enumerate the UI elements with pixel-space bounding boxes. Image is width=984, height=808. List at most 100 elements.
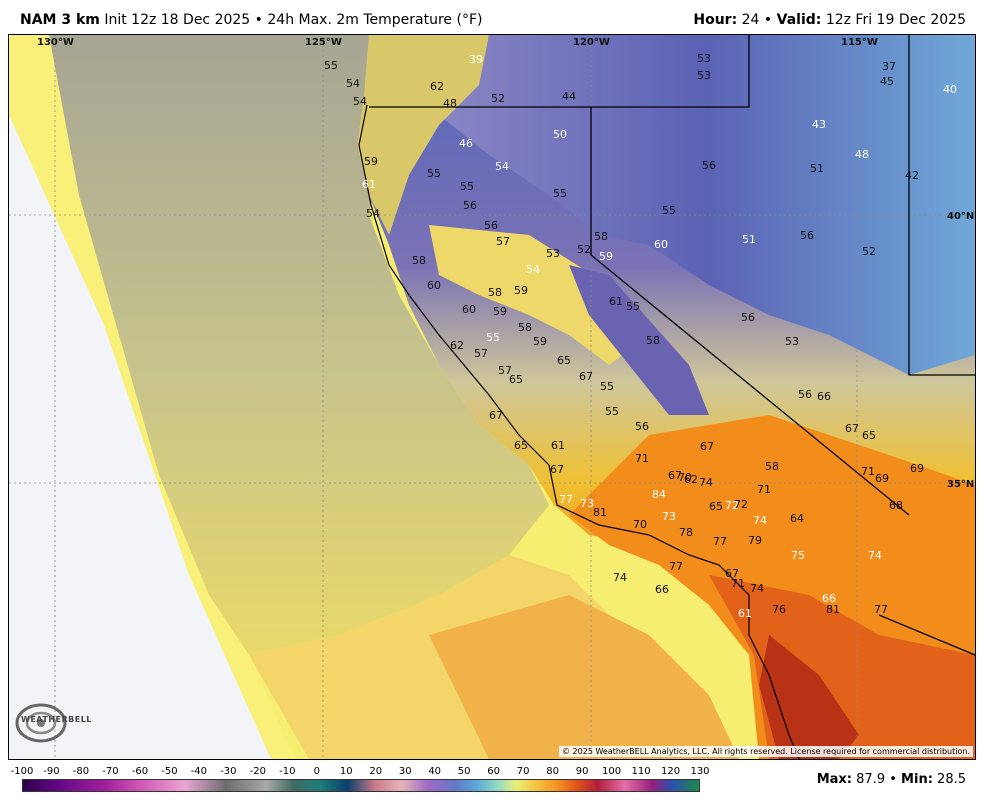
temperature-label: 62 <box>450 339 464 352</box>
copyright-notice: © 2025 WeatherBELL Analytics, LLC. All r… <box>559 746 973 757</box>
lon-125-label: 125°W <box>305 37 342 48</box>
temperature-label: 67 <box>700 440 714 453</box>
scale-tick-label: 80 <box>546 766 559 777</box>
coastline <box>358 104 800 759</box>
temperature-label: 70 <box>678 471 692 484</box>
temperature-label: 55 <box>427 167 441 180</box>
temperature-label: 69 <box>875 472 889 485</box>
lat-40-label: 40°N <box>947 211 974 222</box>
valid-label: Valid: <box>776 12 822 28</box>
temperature-label: 67 <box>489 409 503 422</box>
temperature-label: 65 <box>709 500 723 513</box>
temperature-label: 77 <box>669 560 683 573</box>
temperature-label: 66 <box>822 592 836 605</box>
temperature-label: 54 <box>526 263 540 276</box>
color-scale-ticks: -100 -90 -80 -70 -60 -50 -40 -30 -20 -10 0 10 20 30 40… <box>10 766 714 778</box>
temperature-label: 67 <box>845 422 859 435</box>
temperature-label: 74 <box>613 571 627 584</box>
scale-tick-label: -60 <box>131 766 149 777</box>
temperature-label: 71 <box>731 577 745 590</box>
temperature-label: 51 <box>742 233 756 246</box>
temperature-label: 84 <box>652 488 666 501</box>
temperature-label: 58 <box>594 230 608 243</box>
temperature-label: 50 <box>553 128 567 141</box>
stats-separator: • <box>889 772 897 787</box>
temperature-label: 60 <box>427 279 441 292</box>
temperature-label: 46 <box>459 137 473 150</box>
temperature-label: 68 <box>889 499 903 512</box>
temperature-label: 59 <box>493 305 507 318</box>
scale-tick-label: 0 <box>313 766 320 777</box>
map-title: NAM 3 km Init 12z 18 Dec 2025 • 24h Max.… <box>20 12 482 28</box>
max-min-stats: Max: 87.9 • Min: 28.5 <box>817 772 966 787</box>
scale-tick-label: 20 <box>369 766 383 777</box>
title-separator: • <box>254 12 263 28</box>
ocean-gray-plume <box>49 35 549 655</box>
scale-tick-label: -20 <box>249 766 266 777</box>
temperature-label: 51 <box>810 162 824 175</box>
temperature-label: 74 <box>868 549 882 562</box>
temperature-label: 53 <box>697 69 711 82</box>
temperature-label: 58 <box>765 460 779 473</box>
temperature-label: 66 <box>817 390 831 403</box>
temperature-label: 70 <box>633 518 647 531</box>
temperature-label: 55 <box>553 187 567 200</box>
temperature-label: 71 <box>757 483 771 496</box>
logo-text: WEATHERBELL <box>21 715 92 724</box>
temperature-label: 65 <box>509 373 523 386</box>
temperature-label: 61 <box>551 439 565 452</box>
temperature-label: 57 <box>496 235 510 248</box>
temperature-label: 67 <box>725 567 739 580</box>
scale-tick-label: -100 <box>10 766 34 777</box>
temperature-label: 73 <box>580 497 594 510</box>
central-valley <box>429 225 649 365</box>
temperature-label: 55 <box>662 204 676 217</box>
temperature-label: 45 <box>880 75 894 88</box>
temperature-label: 67 <box>668 469 682 482</box>
temperature-label: 66 <box>655 583 669 596</box>
scale-tick-label: 40 <box>428 766 442 777</box>
scale-tick-label: 100 <box>602 766 622 777</box>
temperature-label: 71 <box>635 452 649 465</box>
temperature-label: 56 <box>463 199 477 212</box>
temperature-label: 72 <box>734 498 748 511</box>
scale-tick-label: -70 <box>102 766 119 777</box>
max-value: 87.9 <box>856 772 886 787</box>
max-label: Max: <box>816 772 852 787</box>
temperature-label: 72 <box>725 499 739 512</box>
temperature-label: 79 <box>748 534 762 547</box>
valid-separator: • <box>763 12 773 28</box>
temperature-label: 55 <box>460 180 474 193</box>
temperature-label: 71 <box>861 465 875 478</box>
temperature-label: 48 <box>855 148 869 161</box>
ocean-orange-band <box>429 595 739 759</box>
cold-interior <box>439 35 975 375</box>
temperature-label: 55 <box>486 331 500 344</box>
temperature-label: 48 <box>443 97 457 110</box>
scale-tick-label: 120 <box>660 766 681 777</box>
lon-130-label: 130°W <box>37 37 74 48</box>
temperature-label: 60 <box>462 303 476 316</box>
temperature-label: 52 <box>862 245 876 258</box>
sierra-ridge <box>569 265 709 415</box>
temperature-label: 56 <box>635 420 649 433</box>
scale-tick-label: -80 <box>72 766 90 777</box>
scale-tick-label: 90 <box>575 766 589 777</box>
temperature-label: 55 <box>626 300 640 313</box>
temperature-label: 54 <box>495 160 509 173</box>
temperature-label: 39 <box>469 53 483 66</box>
temperature-label: 53 <box>697 52 711 65</box>
temperature-label: 59 <box>533 335 547 348</box>
scale-tick-label: -10 <box>279 766 296 777</box>
temperature-label: 57 <box>498 364 512 377</box>
lon-115-label: 115°W <box>841 37 878 48</box>
scale-tick-label: -40 <box>190 766 208 777</box>
temperature-label: 61 <box>362 178 376 191</box>
scale-tick-label: 10 <box>339 766 353 777</box>
temperature-label: 62 <box>684 473 698 486</box>
temperature-label: 65 <box>862 429 876 442</box>
temperature-label: 43 <box>812 118 826 131</box>
temperature-label: 76 <box>772 603 786 616</box>
temperature-label: 77 <box>559 493 573 506</box>
init-time: Init 12z 18 Dec 2025 <box>104 12 251 28</box>
